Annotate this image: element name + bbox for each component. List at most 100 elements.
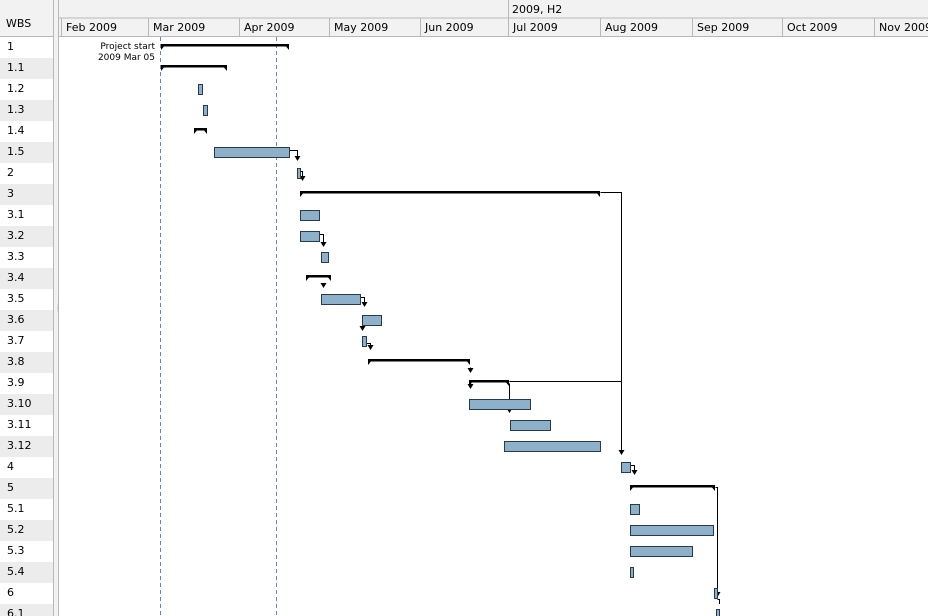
wbs-cell: 3.11	[7, 418, 32, 431]
wbs-row[interactable]: 1	[0, 37, 53, 58]
wbs-row[interactable]: 6.1	[0, 604, 53, 616]
wbs-row[interactable]: 1.4	[0, 121, 53, 142]
summary-task-bar[interactable]	[161, 65, 227, 71]
timeline-month-label: Oct 2009	[787, 21, 838, 34]
wbs-cell: 3.7	[7, 334, 25, 347]
wbs-cell: 3	[7, 187, 14, 200]
task-bar[interactable]	[716, 609, 720, 616]
task-bar[interactable]	[630, 546, 693, 557]
wbs-row[interactable]: 3.4	[0, 268, 53, 289]
wbs-cell: 1.1	[7, 61, 25, 74]
task-bar[interactable]	[630, 504, 640, 515]
task-bar[interactable]	[630, 567, 634, 578]
wbs-cell: 6.1	[7, 607, 25, 616]
summary-task-bar[interactable]	[300, 191, 600, 197]
task-bar[interactable]	[297, 168, 301, 179]
milestone-label-title: Project start	[100, 42, 155, 52]
dependency-connector	[360, 297, 365, 304]
wbs-cell: 3.2	[7, 229, 25, 242]
summary-task-bar[interactable]	[194, 128, 207, 134]
wbs-cell: 1.2	[7, 82, 25, 95]
wbs-row[interactable]: 1.1	[0, 58, 53, 79]
wbs-cell: 3.9	[7, 376, 25, 389]
panel-splitter[interactable]	[54, 0, 59, 616]
wbs-cell: 1.3	[7, 103, 25, 116]
wbs-row[interactable]: 5.3	[0, 541, 53, 562]
timeline-upper-label: 2009, H2	[512, 3, 562, 16]
wbs-row[interactable]: 3.11	[0, 415, 53, 436]
wbs-row[interactable]: 3.8	[0, 352, 53, 373]
timeline-month-label: Nov 2009	[879, 21, 928, 34]
wbs-cell: 3.5	[7, 292, 25, 305]
summary-task-bar[interactable]	[630, 485, 715, 491]
summary-task-bar[interactable]	[469, 380, 509, 386]
task-bar[interactable]	[300, 210, 320, 221]
wbs-cell: 3.10	[7, 397, 32, 410]
wbs-cell: 3.1	[7, 208, 25, 221]
wbs-cell: 5.4	[7, 565, 25, 578]
task-bar[interactable]	[321, 294, 361, 305]
wbs-row[interactable]: 3.10	[0, 394, 53, 415]
wbs-row[interactable]: 3.9	[0, 373, 53, 394]
wbs-cell: 5	[7, 481, 14, 494]
task-bar[interactable]	[630, 525, 714, 536]
gantt-chart-canvas[interactable]: 2009, H2 Feb 2009 Mar 2009 Apr 2009 May 200…	[59, 0, 928, 616]
wbs-row[interactable]: 5.1	[0, 499, 53, 520]
wbs-panel: WBS 1 1.1 1.2 1.3 1.4 1.5 2 3 3.1 3.2 3.3 3.4 3.5 3.6…	[0, 0, 54, 616]
wbs-row[interactable]: 6	[0, 583, 53, 604]
arrow-down-icon	[467, 384, 474, 389]
task-bar[interactable]	[300, 231, 320, 242]
arrow-down-icon	[631, 470, 638, 475]
wbs-row[interactable]: 3.2	[0, 226, 53, 247]
wbs-row[interactable]: 4	[0, 457, 53, 478]
wbs-row[interactable]: 3.12	[0, 436, 53, 457]
summary-task-bar[interactable]	[161, 44, 289, 50]
splitter-grip-icon[interactable]: ⋮⋮	[55, 304, 61, 319]
arrow-down-icon	[320, 283, 327, 288]
wbs-row[interactable]: 3.6	[0, 310, 53, 331]
task-bar[interactable]	[621, 462, 631, 473]
wbs-row[interactable]: 5	[0, 478, 53, 499]
task-bar[interactable]	[510, 420, 551, 431]
wbs-row[interactable]: 3.1	[0, 205, 53, 226]
task-bar[interactable]	[198, 84, 203, 95]
wbs-cell: 3.6	[7, 313, 25, 326]
wbs-row[interactable]: 3	[0, 184, 53, 205]
arrow-down-icon	[320, 242, 327, 247]
dependency-connector	[319, 234, 324, 244]
wbs-row[interactable]: 3.5	[0, 289, 53, 310]
wbs-cell: 3.8	[7, 355, 25, 368]
wbs-row[interactable]: 5.4	[0, 562, 53, 583]
gantt-chart-area[interactable]: 2009, H2 Feb 2009 Mar 2009 Apr 2009 May 200…	[59, 0, 928, 616]
wbs-row[interactable]: 1.5	[0, 142, 53, 163]
wbs-row[interactable]: 5.2	[0, 520, 53, 541]
task-bar[interactable]	[714, 588, 718, 599]
task-bar[interactable]	[469, 399, 531, 410]
wbs-cell: 5.3	[7, 544, 25, 557]
task-bar[interactable]	[203, 105, 208, 116]
summary-task-bar[interactable]	[306, 275, 331, 281]
wbs-cell: 6	[7, 586, 14, 599]
wbs-cell: 1.5	[7, 145, 25, 158]
wbs-row[interactable]: 3.7	[0, 331, 53, 352]
arrow-down-icon	[359, 326, 366, 331]
milestone-label-date: 2009 Mar 05	[98, 53, 155, 63]
wbs-row[interactable]: 3.3	[0, 247, 53, 268]
task-bar[interactable]	[214, 147, 290, 158]
wbs-header-label: WBS	[6, 17, 32, 30]
timeline-month-label: Apr 2009	[244, 21, 295, 34]
wbs-column-header[interactable]: WBS	[0, 0, 53, 37]
wbs-row[interactable]: 1.2	[0, 79, 53, 100]
timeline-month-label: Sep 2009	[697, 21, 749, 34]
wbs-row[interactable]: 2	[0, 163, 53, 184]
task-bar[interactable]	[362, 336, 367, 347]
arrow-down-icon	[467, 368, 474, 373]
summary-task-bar[interactable]	[368, 359, 470, 365]
dependency-connector	[300, 171, 303, 178]
timeline-month-label: Feb 2009	[66, 21, 117, 34]
task-bar[interactable]	[504, 441, 601, 452]
task-bar[interactable]	[321, 252, 329, 263]
wbs-row[interactable]: 1.3	[0, 100, 53, 121]
wbs-cell: 1.4	[7, 124, 25, 137]
task-bar[interactable]	[362, 315, 382, 326]
